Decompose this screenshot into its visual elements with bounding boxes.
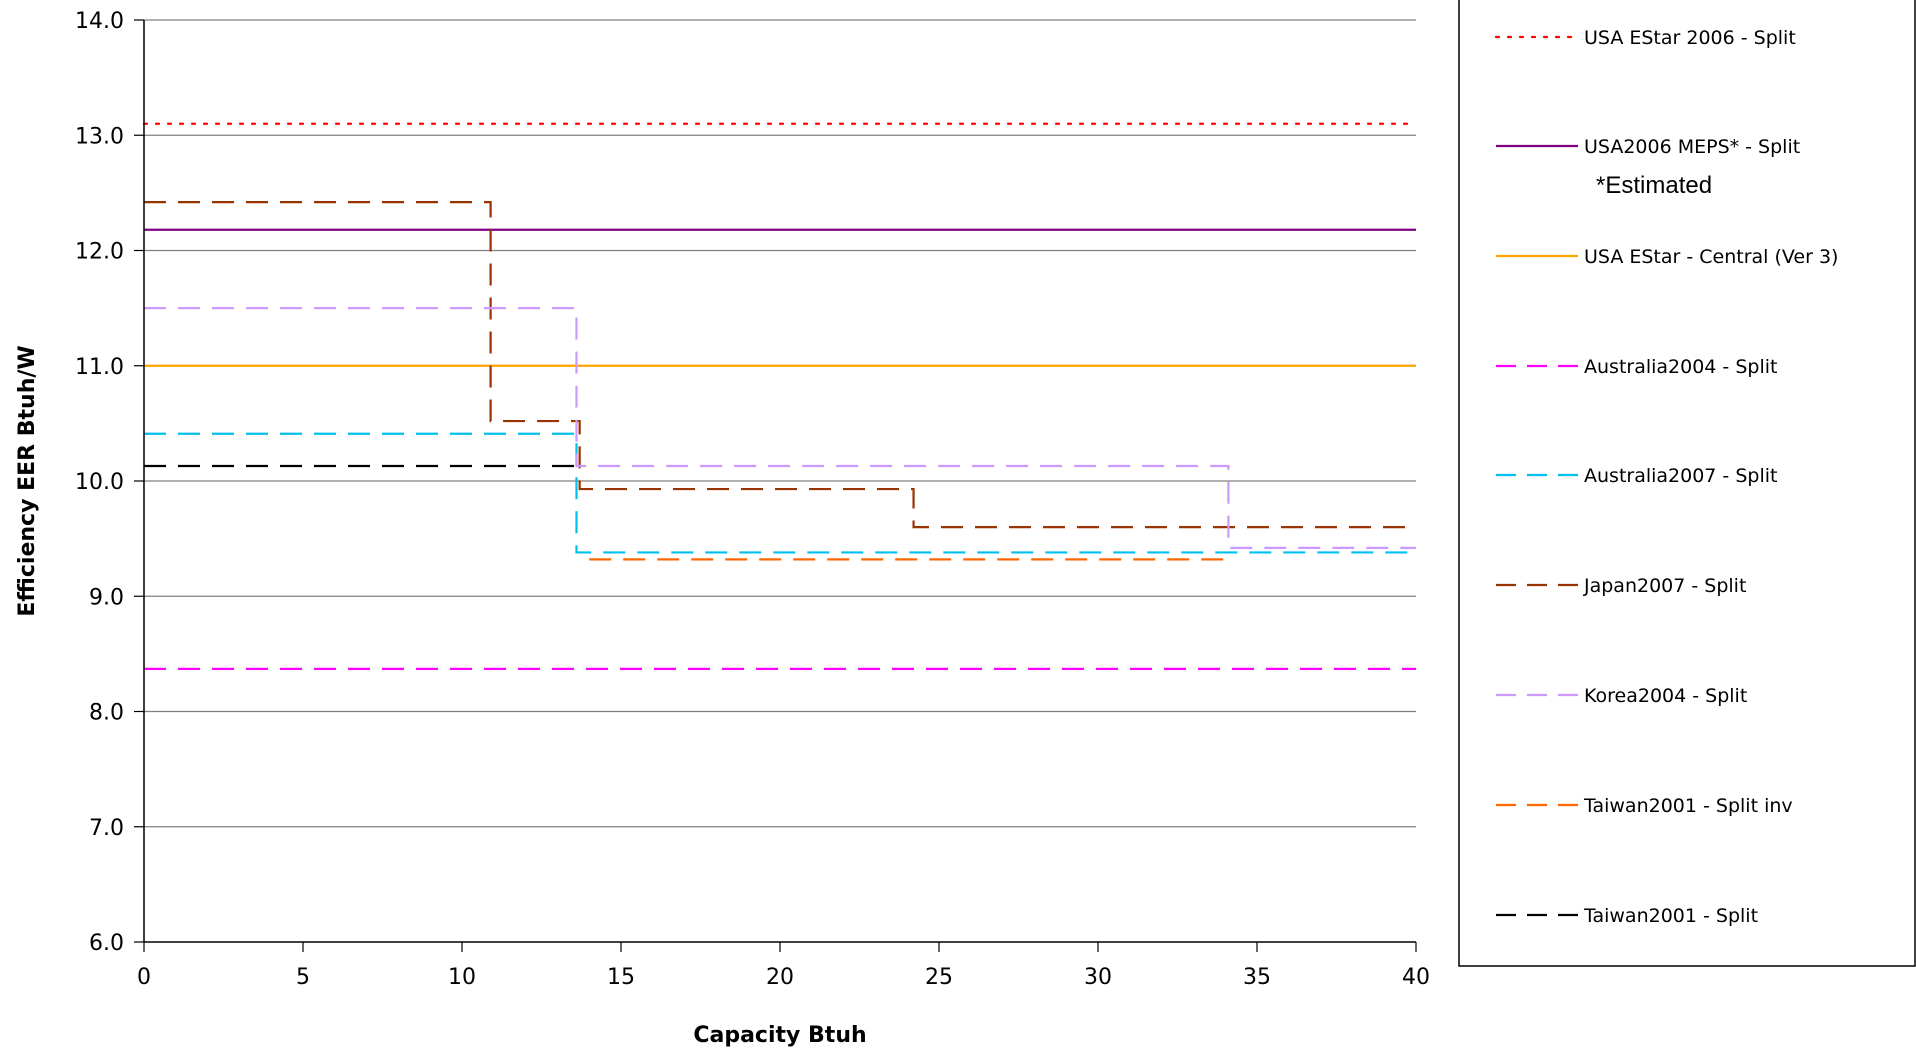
x-tick-label: 40: [1402, 965, 1430, 990]
y-tick-label: 8.0: [89, 701, 124, 726]
x-tick-label: 25: [925, 965, 953, 990]
series-line-japan2007-split: [144, 200, 1416, 529]
y-tick-label: 7.0: [89, 816, 124, 841]
x-tick-label: 35: [1243, 965, 1271, 990]
legend: USA EStar 2006 - Split USA2006 MEPS* - Sp…: [1494, 27, 1838, 927]
legend-label: Japan2007 - Split: [1583, 575, 1746, 597]
legend-label: Australia2004 - Split: [1584, 356, 1777, 378]
y-tick-label: 12.0: [75, 240, 124, 265]
gridlines: [144, 19, 1416, 828]
x-tick-label: 5: [296, 965, 310, 990]
x-axis-title: Capacity Btuh: [693, 1023, 866, 1048]
series-line-korea2004-split: [144, 307, 1416, 549]
x-axis-ticks: 0 5 10 15 20 25 30 35 40: [137, 942, 1430, 990]
legend-label: USA2006 MEPS* - Split: [1584, 136, 1800, 158]
y-tick-label: 6.0: [89, 931, 124, 956]
y-axis-title: Efficiency EER Btuh/W: [15, 345, 40, 616]
y-tick-label: 14.0: [75, 9, 124, 34]
y-tick-label: 10.0: [75, 470, 124, 495]
legend-label: USA EStar 2006 - Split: [1584, 27, 1796, 49]
y-axis-ticks: 6.0 7.0 8.0 9.0 10.0 11.0 12.0 13.0 14.0: [75, 9, 144, 956]
legend-label: Taiwan2001 - Split inv: [1583, 795, 1793, 817]
y-tick-label: 9.0: [89, 585, 124, 610]
y-tick-label: 13.0: [75, 124, 124, 149]
y-tick-label: 11.0: [75, 355, 124, 380]
x-tick-label: 20: [766, 965, 794, 990]
x-tick-label: 15: [607, 965, 635, 990]
series-lines: [142, 122, 1418, 670]
legend-label: Korea2004 - Split: [1584, 685, 1747, 707]
x-tick-label: 30: [1084, 965, 1112, 990]
legend-label: Australia2007 - Split: [1584, 465, 1777, 487]
legend-label: USA EStar - Central (Ver 3): [1584, 246, 1838, 268]
x-tick-label: 10: [448, 965, 476, 990]
legend-note: *Estimated: [1596, 172, 1712, 199]
legend-label: Taiwan2001 - Split: [1583, 905, 1758, 927]
series-line-australia2007-split: [144, 432, 1416, 554]
x-tick-label: 0: [137, 965, 151, 990]
